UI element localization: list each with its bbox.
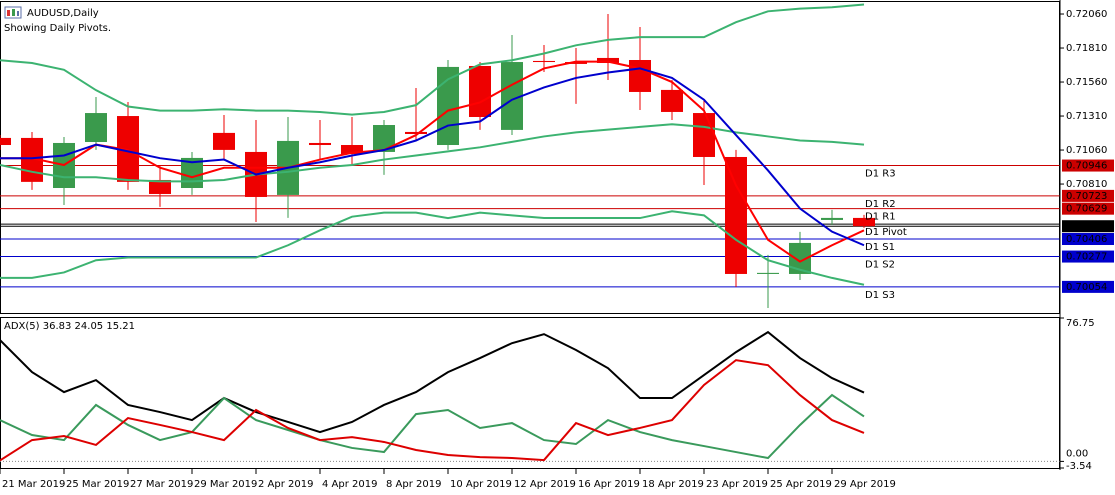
candle-body — [821, 217, 843, 220]
candle-body — [757, 272, 779, 274]
candle-body — [565, 62, 587, 64]
last-price-tag — [1062, 220, 1114, 233]
pivot-price-label: 0.70277 — [1066, 252, 1107, 263]
pivot-price-label: 0.70406 — [1066, 234, 1107, 245]
x-tick-label: 16 Apr 2019 — [578, 479, 640, 490]
candle-body — [117, 116, 139, 182]
candle-body — [341, 145, 363, 154]
x-tick-label: 18 Apr 2019 — [642, 479, 704, 490]
indicator-line — [0, 359, 865, 462]
candle-body — [309, 142, 331, 146]
pivot-price-tag — [1062, 189, 1114, 202]
y-tick-label: 0.71060 — [1066, 145, 1107, 156]
pivot-price-label: 0.70946 — [1066, 161, 1107, 172]
indicator-line — [0, 393, 865, 460]
y-tick-label: 76.75 — [1066, 318, 1095, 329]
candle-body — [597, 57, 619, 63]
x-tick-label: 10 Apr 2019 — [450, 479, 512, 490]
candle-body — [789, 242, 811, 274]
price-plot — [0, 3, 1060, 308]
overlay-line — [0, 123, 865, 183]
candle-body — [213, 132, 235, 150]
chart-subtitle: Showing Daily Pivots. — [4, 23, 111, 34]
pivot-name: D1 R3 — [865, 169, 896, 180]
pivot-price-label: 0.70054 — [1066, 282, 1107, 293]
pivot-price-label: 0.70723 — [1066, 191, 1107, 202]
candle-body — [85, 113, 107, 143]
x-tick-label: 12 Apr 2019 — [514, 479, 576, 490]
pivot-name: D1 R2 — [865, 199, 896, 210]
x-tick-label: 23 Apr 2019 — [706, 479, 768, 490]
x-tick-label: 25 Mar 2019 — [66, 479, 129, 490]
pivot-price-tag — [1062, 280, 1114, 293]
indicator-plot — [0, 330, 1060, 462]
pivot-name: D1 S1 — [865, 242, 895, 253]
candle-body — [853, 217, 875, 227]
candle-body — [725, 156, 747, 274]
pivot-name: D1 Pivot — [865, 227, 907, 238]
x-tick-label: 27 Mar 2019 — [130, 479, 193, 490]
pivot-price-tag — [1062, 233, 1114, 246]
pivot-price-tag — [1062, 202, 1114, 215]
chart-title: AUDUSD,Daily — [27, 8, 99, 19]
y-tick-label: 0.71560 — [1066, 77, 1107, 88]
pivot-price-label: 0.70629 — [1066, 204, 1107, 215]
y-tick-label: 0.71310 — [1066, 111, 1107, 122]
x-tick-label: 8 Apr 2019 — [386, 479, 441, 490]
indicator-line — [0, 330, 865, 434]
symbol-icon — [4, 6, 22, 19]
candle-body — [405, 131, 427, 134]
y-tick-label: -3.54 — [1066, 461, 1092, 472]
x-tick-label: 25 Apr 2019 — [770, 479, 832, 490]
pivot-name: D1 S3 — [865, 290, 895, 301]
y-tick-label: 0.72060 — [1066, 9, 1107, 20]
x-tick-label: 29 Mar 2019 — [194, 479, 257, 490]
candle-body — [469, 65, 491, 117]
overlay-line — [0, 67, 865, 247]
candle-body — [373, 125, 395, 152]
x-tick-label: 4 Apr 2019 — [322, 479, 377, 490]
x-tick-label: 29 Apr 2019 — [834, 479, 896, 490]
candle-body — [661, 89, 683, 112]
pivot-name: D1 S2 — [865, 260, 895, 271]
pivot-name: D1 R1 — [865, 212, 896, 223]
overlay-line — [0, 3, 865, 116]
indicator-title: ADX(5) 36.83 24.05 15.21 — [4, 321, 135, 332]
candle-body — [629, 59, 651, 92]
candle-body — [0, 137, 11, 146]
x-tick-label: 21 Mar 2019 — [2, 479, 65, 490]
candle-body — [533, 60, 555, 63]
y-tick-label: 0.70810 — [1066, 179, 1107, 190]
overlay-line — [0, 60, 865, 263]
last-price-label: 0.70500 — [1066, 221, 1107, 232]
pivot-price-tag — [1062, 250, 1114, 263]
y-tick-label: 0.00 — [1066, 448, 1088, 459]
candle-body — [501, 62, 523, 130]
x-tick-label: 2 Apr 2019 — [258, 479, 313, 490]
overlay-line — [0, 210, 865, 286]
y-tick-label: 0.71810 — [1066, 43, 1107, 54]
pivot-price-tag — [1062, 159, 1114, 172]
candle-body — [693, 113, 715, 157]
candle-body — [149, 179, 171, 194]
